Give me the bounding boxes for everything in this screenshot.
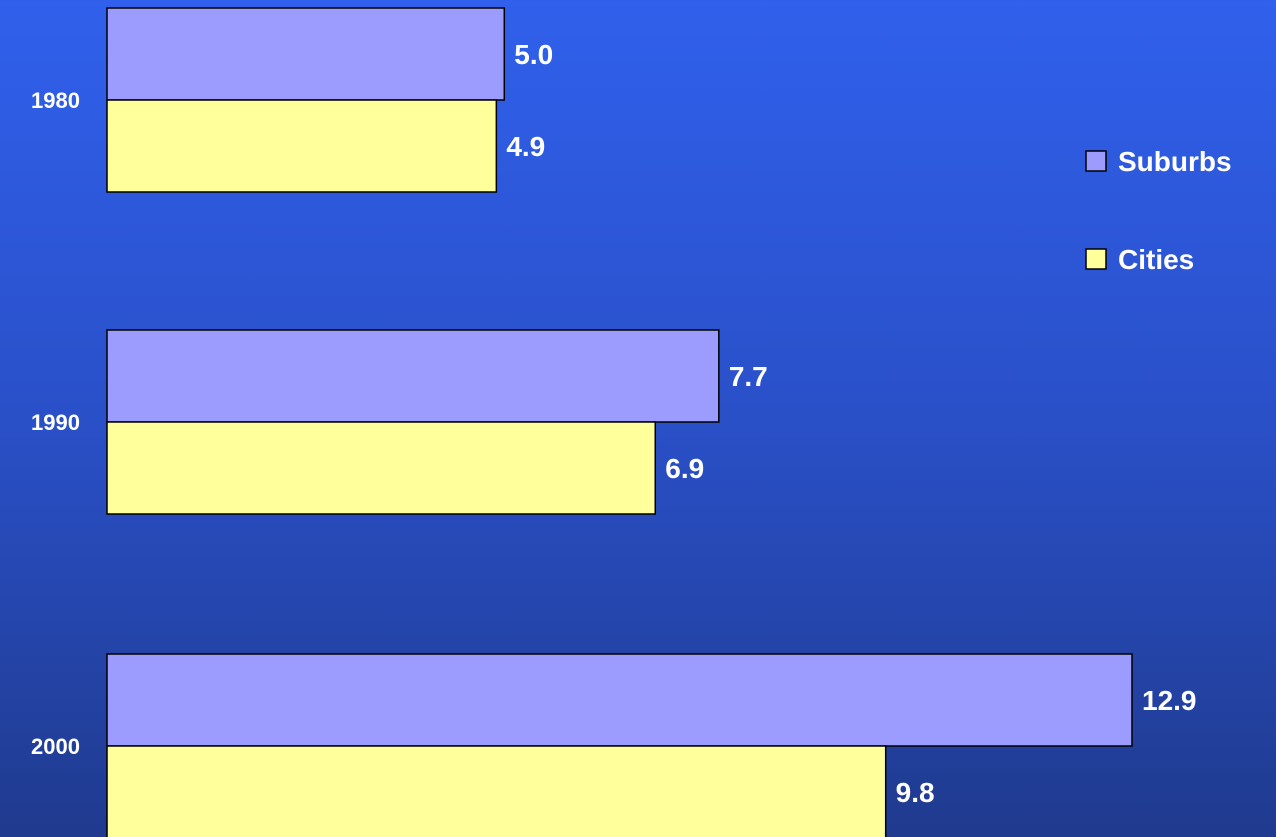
bars-layer xyxy=(106,7,1133,837)
bar-suburbs-1980 xyxy=(106,7,506,101)
value-label-suburbs-1980: 5.0 xyxy=(514,39,553,70)
legend-label-cities: Cities xyxy=(1118,244,1194,275)
labels-layer: 1980 5.0 4.9 1990 7.7 6.9 2000 12.9 9.8 xyxy=(31,39,1196,808)
value-label-suburbs-1990: 7.7 xyxy=(729,361,768,392)
bar-cities-2000 xyxy=(106,745,887,837)
legend-label-suburbs: Suburbs xyxy=(1118,146,1232,177)
bar-suburbs-2000 xyxy=(106,653,1133,747)
value-label-cities-1980: 4.9 xyxy=(506,131,545,162)
value-label-cities-2000: 9.8 xyxy=(896,777,935,808)
category-label-1980: 1980 xyxy=(31,88,80,113)
value-label-cities-1990: 6.9 xyxy=(665,453,704,484)
bar-cities-1990 xyxy=(106,421,657,515)
bar-suburbs-1990 xyxy=(106,329,720,423)
legend-swatch-suburbs xyxy=(1085,150,1107,172)
category-label-1990: 1990 xyxy=(31,410,80,435)
legend-swatch-cities xyxy=(1085,248,1107,270)
category-label-2000: 2000 xyxy=(31,734,80,759)
legend: Suburbs Cities xyxy=(1085,146,1232,275)
value-label-suburbs-2000: 12.9 xyxy=(1142,685,1197,716)
bar-cities-1980 xyxy=(106,99,498,193)
